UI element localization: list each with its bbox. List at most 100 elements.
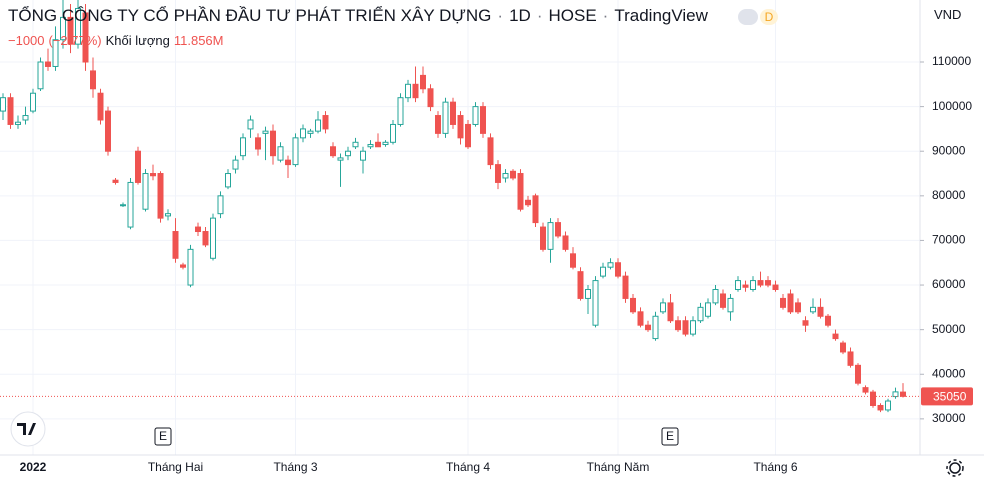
candle-body: [442, 101, 449, 134]
candle-body: [750, 280, 756, 291]
candle-body: [825, 315, 831, 326]
candle-body: [502, 173, 509, 179]
y-tick-label: 30000: [932, 411, 966, 425]
candle-body: [472, 106, 479, 125]
x-tick-label: 2022: [20, 460, 47, 474]
candle-body: [127, 181, 134, 228]
candle-body: [202, 231, 209, 246]
candle-body: [427, 88, 434, 108]
candle-body: [622, 275, 629, 299]
candle-body: [150, 173, 156, 177]
candle-body: [757, 280, 764, 286]
settings-icon[interactable]: [946, 459, 964, 477]
candle-body: [232, 159, 239, 170]
candle-body: [187, 248, 194, 286]
candle-body: [862, 387, 869, 393]
candle-body: [360, 150, 366, 161]
candle-body: [780, 297, 786, 308]
candle-body: [142, 173, 149, 210]
y-tick-label: 80000: [932, 188, 966, 202]
candle-body: [30, 92, 36, 112]
candle-body: [195, 226, 201, 233]
candle-body: [105, 110, 111, 152]
candle-body: [525, 199, 531, 206]
exchange: HOSE: [548, 6, 597, 25]
candle-body: [322, 115, 329, 130]
candle-body: [840, 342, 846, 353]
candle-body: [735, 280, 741, 291]
candle-body: [172, 231, 179, 259]
event-label: E: [666, 429, 674, 443]
candle-body: [675, 320, 681, 331]
interval[interactable]: 1D: [509, 6, 531, 25]
candle-body: [435, 115, 441, 134]
candle-body: [480, 106, 486, 134]
change-pct: (−2.77%): [48, 33, 102, 48]
candle-body: [802, 320, 809, 326]
candle-body: [337, 157, 344, 161]
y-tick-label: 60000: [932, 277, 966, 291]
candle-body: [615, 262, 621, 277]
candle-body: [682, 320, 689, 335]
candle-body: [660, 302, 666, 313]
candle-body: [112, 179, 119, 183]
candle-body: [277, 146, 284, 161]
x-tick-label: Tháng Hai: [148, 460, 203, 474]
candle-body: [877, 404, 884, 411]
last-price-tag: [921, 387, 973, 406]
event-marker: [154, 427, 172, 446]
candle-body: [75, 7, 81, 45]
candle-body: [52, 39, 59, 67]
candle-body: [412, 83, 419, 99]
candle-body: [562, 235, 569, 250]
event-label: E: [159, 429, 167, 443]
candle-body: [697, 306, 704, 322]
candle-body: [37, 61, 44, 90]
y-tick-label: 50000: [932, 322, 966, 336]
candle-body: [165, 213, 171, 217]
volume: 11.856M: [173, 33, 224, 48]
candle-body: [375, 141, 381, 148]
candle-body: [787, 293, 794, 313]
candle-body: [832, 333, 839, 340]
candle-body: [817, 306, 824, 317]
last-price-label: 35050: [933, 390, 967, 404]
candle-body: [465, 123, 471, 148]
candle-body: [600, 266, 606, 277]
candle-body: [585, 289, 591, 299]
candle-body: [0, 97, 6, 112]
candle-body: [510, 170, 516, 179]
candle-body: [607, 262, 614, 268]
currency[interactable]: VND: [934, 7, 962, 22]
candle-body: [255, 137, 261, 150]
y-tick-label: 90000: [932, 143, 966, 157]
candle-body: [577, 271, 584, 299]
candle-body: [397, 97, 404, 125]
candle-body: [120, 204, 126, 207]
y-tick-label: 100000: [932, 99, 972, 113]
candle-body: [667, 302, 674, 322]
candle-body: [210, 217, 216, 259]
candle-body: [450, 101, 456, 125]
candle-body: [15, 121, 21, 125]
candle-body: [885, 400, 891, 411]
candle-body: [382, 141, 389, 146]
candle-body: [420, 74, 426, 90]
candle-body: [645, 324, 651, 331]
candle-body: [300, 128, 306, 139]
candle-body: [652, 315, 659, 340]
symbol-name: TỔNG CÔNG TY CỔ PHẦN ĐẦU TƯ PHÁT TRIỂN X…: [8, 6, 492, 25]
candle-body: [270, 130, 276, 157]
delay-badge[interactable]: D: [760, 9, 778, 25]
candle-body: [630, 297, 636, 313]
candle-body: [570, 253, 576, 268]
candle-body: [855, 364, 861, 384]
candle-body: [262, 130, 269, 134]
x-tick-label: Tháng 6: [753, 460, 797, 474]
candle-body: [487, 137, 494, 166]
candle-body: [405, 83, 411, 99]
candle-body: [795, 302, 801, 313]
candle-body: [7, 97, 14, 125]
